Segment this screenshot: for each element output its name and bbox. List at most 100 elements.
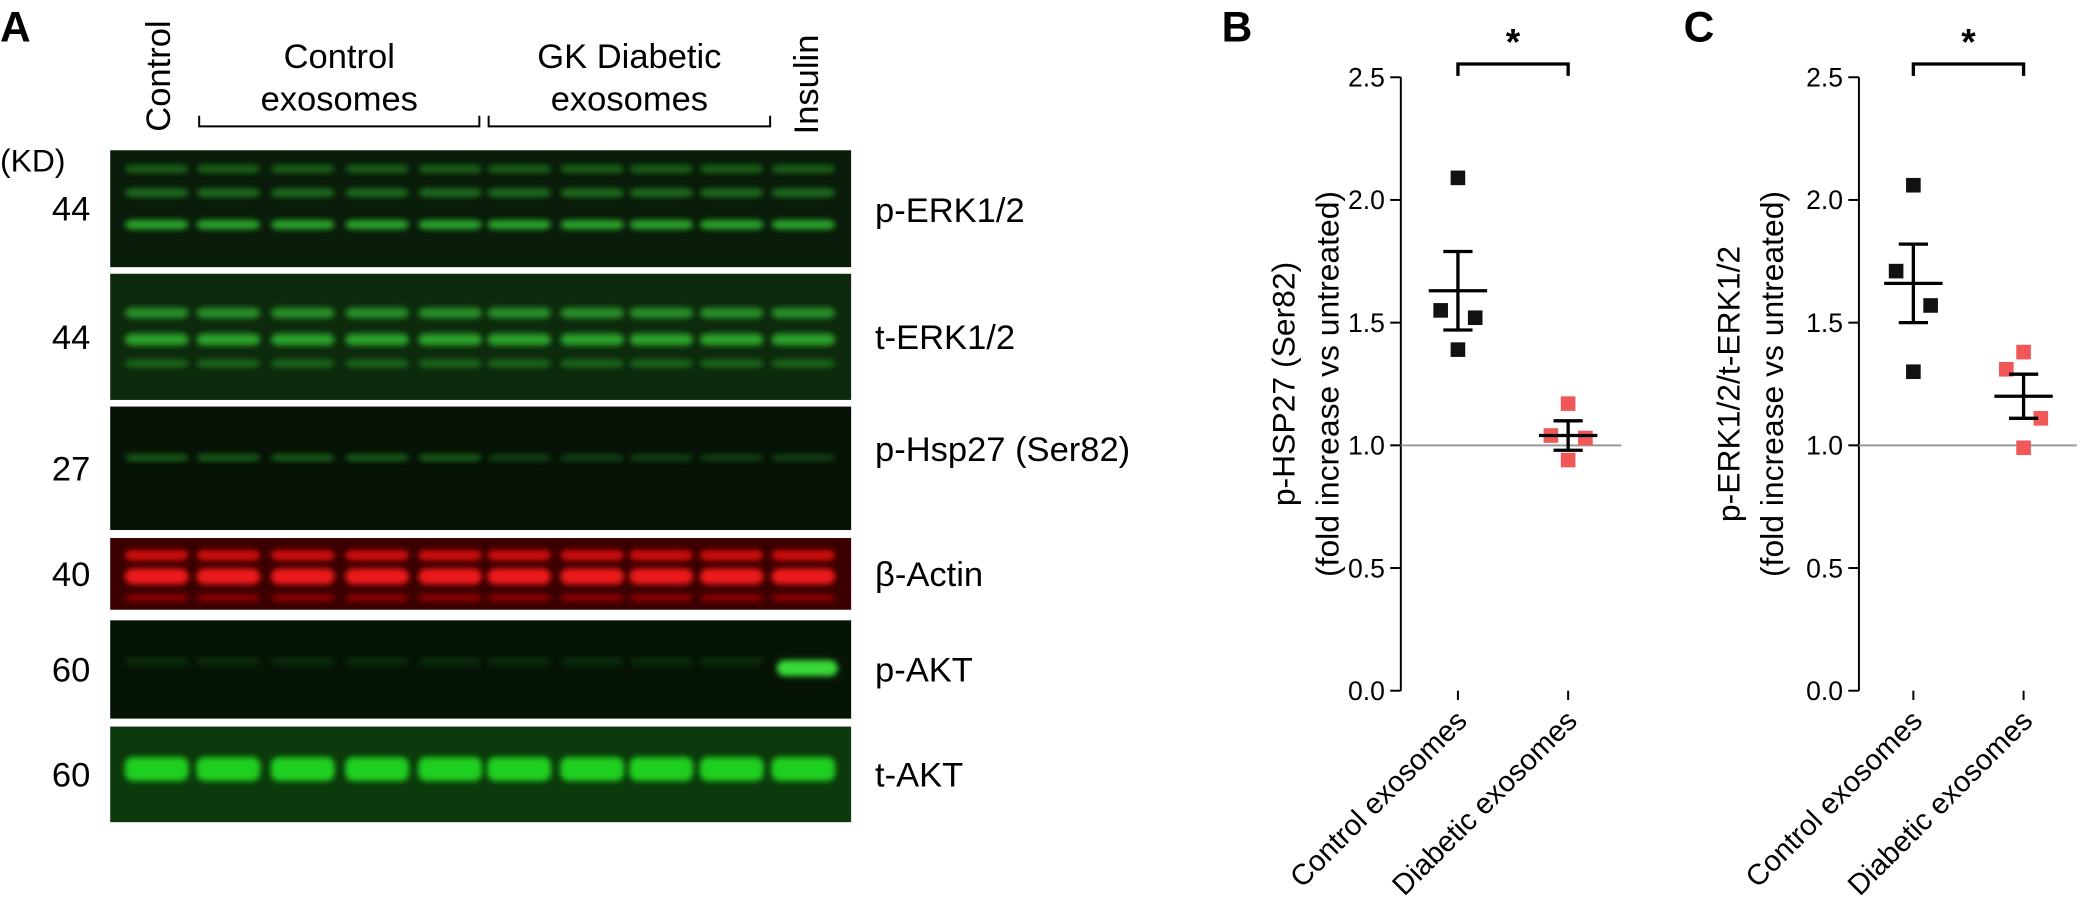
blot-band	[270, 188, 335, 197]
blot-band	[345, 549, 409, 561]
blot-band	[270, 454, 335, 461]
blot-band	[629, 164, 694, 173]
blot-band	[345, 757, 409, 782]
y-axis-label: p-ERK1/2/t-ERK1/2	[1710, 246, 1746, 522]
data-point	[1450, 342, 1466, 357]
kd-label: 27	[52, 450, 90, 488]
blot-band	[487, 164, 552, 173]
blot-band	[771, 359, 836, 368]
blot-band	[487, 549, 552, 561]
blot-band	[699, 549, 764, 561]
blot-band	[345, 164, 409, 173]
data-point	[1888, 263, 1904, 279]
kd-label: 40	[52, 556, 90, 594]
blot-row	[110, 150, 852, 268]
blot-band	[699, 164, 764, 173]
row-label: p-ERK1/2	[875, 192, 1025, 230]
blot-band	[124, 757, 189, 782]
blot-band	[560, 454, 625, 461]
data-point	[2016, 440, 2031, 456]
blot-band	[124, 307, 189, 319]
blot-band	[629, 333, 694, 346]
blot-band	[629, 359, 694, 368]
y-axis-label: (fold increase vs untreated)	[1754, 191, 1790, 577]
blot-band	[418, 454, 482, 461]
blot-band	[771, 454, 836, 461]
kd-label: 60	[52, 651, 90, 689]
data-point	[1578, 430, 1593, 446]
group-label: exosomes	[551, 80, 708, 118]
panel-label: B	[1222, 4, 1253, 51]
y-tick-label: 0.0	[1806, 676, 1843, 706]
blot-band	[560, 549, 625, 561]
blot-band	[560, 188, 625, 197]
significance-label: *	[1961, 21, 1976, 63]
y-tick-label: 1.5	[1806, 308, 1843, 338]
blot-band	[196, 333, 261, 346]
blot-band	[629, 657, 694, 666]
blot-band	[345, 188, 409, 197]
blot-band	[771, 220, 836, 230]
blot-band	[771, 549, 836, 561]
blot-band	[771, 594, 836, 602]
error-bar	[1898, 242, 1928, 325]
blot-band	[418, 164, 482, 173]
blot-band	[196, 757, 261, 782]
blot-band	[418, 307, 482, 319]
data-point	[1467, 310, 1483, 326]
blot-band	[345, 657, 409, 666]
group-label: exosomes	[261, 80, 418, 118]
blot-band	[560, 333, 625, 346]
y-tick-label: 2.0	[1348, 185, 1385, 215]
error-bar	[2008, 372, 2039, 421]
kd-label: 44	[52, 191, 90, 229]
blot-band	[345, 333, 409, 346]
blot-band	[487, 454, 552, 461]
blot-band	[771, 568, 836, 585]
blot-band	[699, 307, 764, 319]
blot-band	[124, 359, 189, 368]
blot-band	[560, 164, 625, 173]
blot-band	[629, 549, 694, 561]
blot-band	[196, 568, 261, 585]
blot-band	[270, 164, 335, 173]
y-tick-label: 1.5	[1348, 308, 1385, 338]
y-tick-label: 0.5	[1806, 553, 1843, 583]
blot-band	[418, 594, 482, 602]
y-axis-label: (fold increase vs untreated)	[1309, 191, 1345, 577]
blot-band	[629, 454, 694, 461]
blot-row	[110, 538, 852, 610]
blot-row	[110, 620, 852, 719]
data-point	[2033, 411, 2049, 426]
y-axis-label: p-HSP27 (Ser82)	[1266, 262, 1302, 506]
blot-band	[699, 568, 764, 585]
group-label: GK Diabetic	[537, 38, 721, 76]
row-label: p-Hsp27 (Ser82)	[875, 431, 1130, 469]
blot-band	[270, 657, 335, 666]
row-label: t-AKT	[875, 756, 963, 794]
blot-band	[629, 220, 694, 230]
blot-band	[124, 568, 189, 585]
blot-band	[345, 220, 409, 230]
group-bracket	[198, 115, 481, 128]
panel-label: C	[1684, 4, 1715, 51]
blot-band	[487, 594, 552, 602]
blot-band	[418, 568, 482, 585]
row-label: β-Actin	[875, 556, 983, 594]
data-point	[1433, 303, 1448, 318]
blot-band	[487, 359, 552, 368]
blot-band	[699, 333, 764, 346]
blot-band	[487, 188, 552, 197]
blot-band	[418, 657, 482, 666]
blot-background	[110, 620, 852, 719]
blot-band	[560, 568, 625, 585]
y-tick-label: 0.0	[1348, 676, 1385, 706]
data-point	[1560, 396, 1576, 411]
blot-band	[418, 359, 482, 368]
blot-band	[196, 307, 261, 319]
blot-band	[776, 660, 838, 677]
error-bar	[1553, 419, 1583, 452]
blot-band	[270, 549, 335, 561]
